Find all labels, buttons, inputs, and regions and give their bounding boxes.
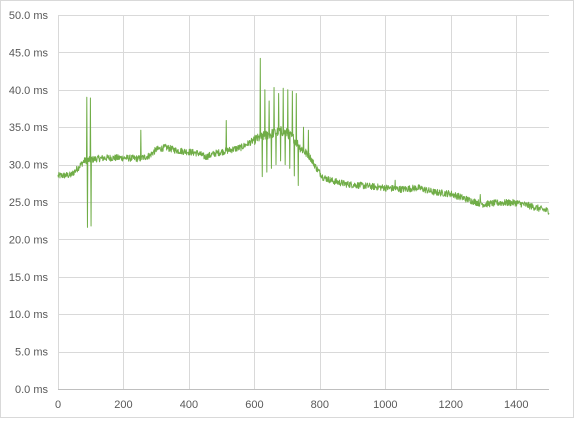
y-tick-label: 35.0 ms [9, 122, 49, 134]
x-tick-label: 800 [311, 399, 329, 411]
y-tick-label: 25.0 ms [9, 197, 49, 209]
y-tick-label: 0.0 ms [15, 384, 49, 396]
x-tick-label: 200 [114, 399, 132, 411]
y-tick-label: 45.0 ms [9, 47, 49, 59]
x-tick-label: 400 [180, 399, 198, 411]
y-tick-label: 40.0 ms [9, 85, 49, 97]
y-tick-label: 15.0 ms [9, 272, 49, 284]
y-axis-tick-labels: 0.0 ms 5.0 ms 10.0 ms 15.0 ms 20.0 ms 25.0 ms… [9, 10, 49, 396]
chart-area [0, 0, 574, 418]
y-tick-label: 30.0 ms [9, 160, 49, 172]
x-tick-label: 600 [245, 399, 263, 411]
x-tick-label: 1200 [439, 399, 463, 411]
x-axis-tick-labels: 0 200 400 600 800 1000 1200 1400 [55, 399, 529, 411]
x-tick-label: 0 [55, 399, 61, 411]
y-tick-label: 50.0 ms [9, 10, 49, 22]
y-tick-label: 5.0 ms [15, 347, 49, 359]
y-tick-label: 10.0 ms [9, 309, 49, 321]
series-group [57, 57, 550, 228]
x-tick-label: 1400 [504, 399, 528, 411]
x-tick-label: 1000 [373, 399, 397, 411]
y-tick-label: 20.0 ms [9, 234, 49, 246]
series-line-0 [57, 57, 550, 228]
